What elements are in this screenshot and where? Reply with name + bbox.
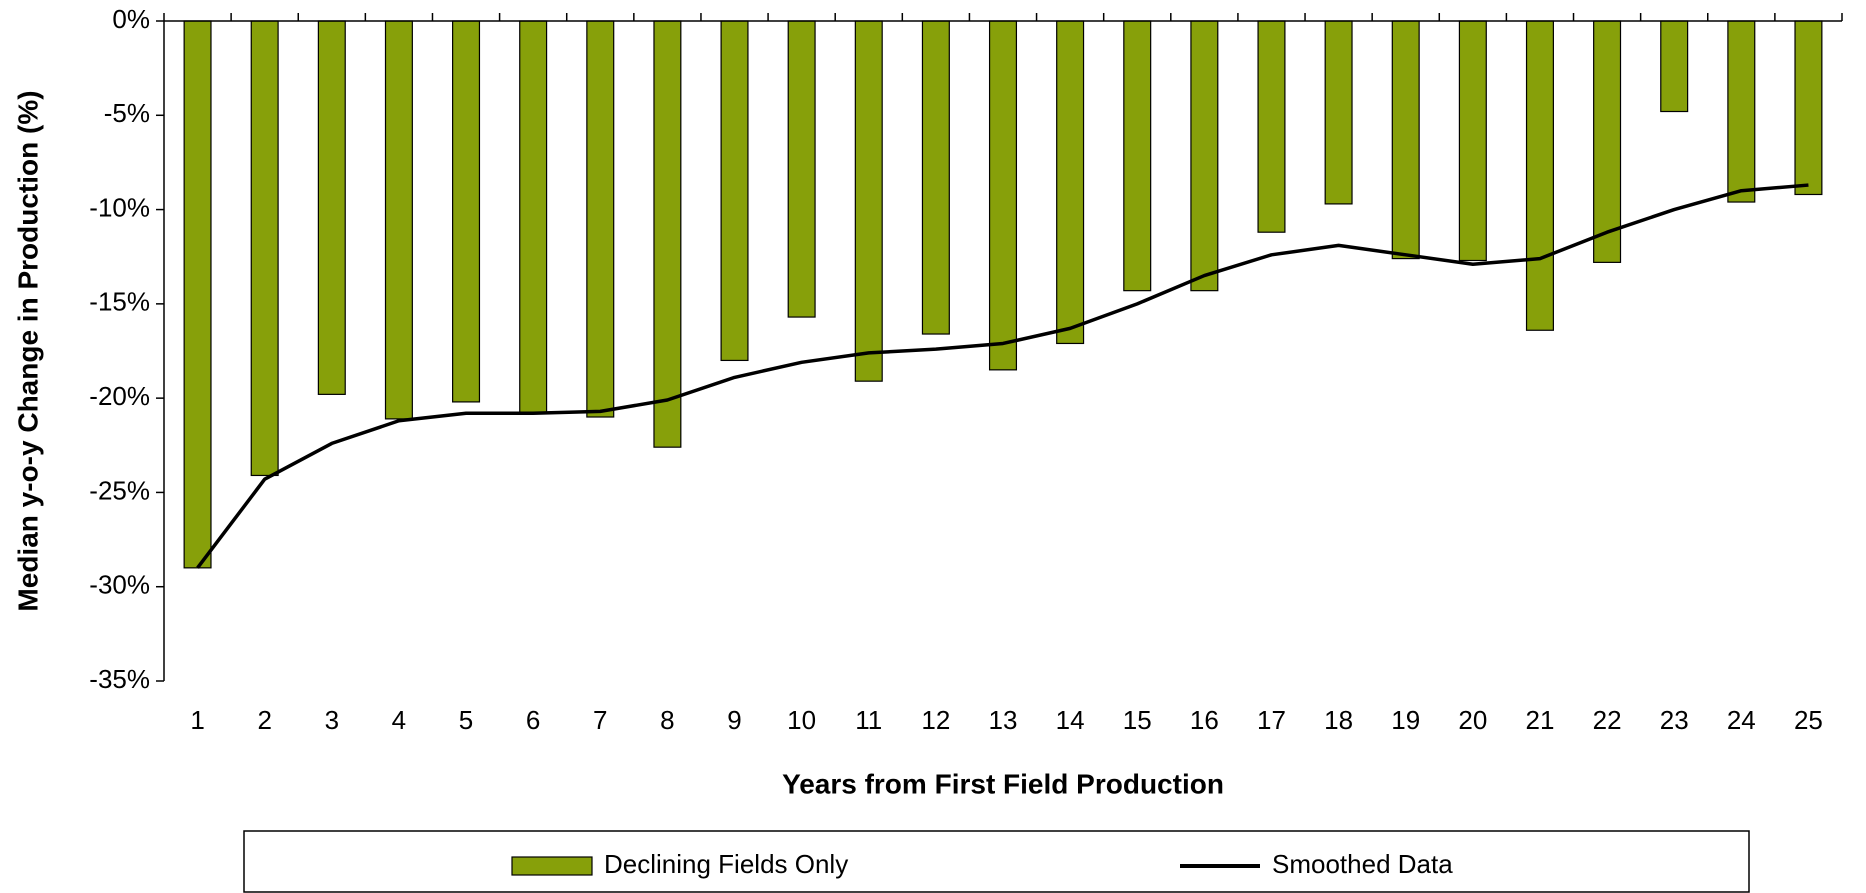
- x-tick-label: 10: [787, 705, 816, 735]
- x-tick-label: 12: [921, 705, 950, 735]
- bar: [720, 20, 749, 362]
- x-tick-label: 9: [727, 705, 741, 735]
- x-tick-label: 7: [593, 705, 607, 735]
- y-tick-label: -20%: [89, 381, 150, 411]
- bar: [921, 20, 950, 335]
- x-tick-label: 1: [190, 705, 204, 735]
- x-tick-label: 18: [1324, 705, 1353, 735]
- bar: [1391, 20, 1420, 260]
- line: [196, 183, 1809, 569]
- legend-box: [243, 830, 1750, 893]
- bar: [519, 20, 548, 414]
- y-tick-label: -25%: [89, 475, 150, 505]
- x-tick-label: 14: [1056, 705, 1085, 735]
- bar: [183, 20, 212, 569]
- bar: [1056, 20, 1085, 345]
- bar: [1190, 20, 1219, 292]
- y-tick-label: 0%: [112, 4, 150, 34]
- x-tick-label: 2: [257, 705, 271, 735]
- y-tick-label: -30%: [89, 570, 150, 600]
- x-tick-label: 21: [1525, 705, 1554, 735]
- bar: [317, 20, 346, 395]
- legend-label: Declining Fields Only: [604, 849, 848, 879]
- bar: [1123, 20, 1152, 292]
- bar: [854, 20, 883, 382]
- bar: [1458, 20, 1487, 262]
- x-tick-label: 20: [1458, 705, 1487, 735]
- bar: [1324, 20, 1353, 205]
- bar: [586, 20, 615, 418]
- legend-label: Smoothed Data: [1272, 849, 1453, 879]
- x-tick-label: 3: [325, 705, 339, 735]
- bar: [787, 20, 816, 318]
- bar: [1593, 20, 1622, 263]
- x-tick-label: 13: [989, 705, 1018, 735]
- legend-swatch: [511, 856, 593, 876]
- x-tick-label: 6: [526, 705, 540, 735]
- bar: [384, 20, 413, 420]
- y-tick-label: -15%: [89, 287, 150, 317]
- x-tick-label: 11: [855, 705, 882, 735]
- x-tick-label: 25: [1794, 705, 1823, 735]
- x-tick-label: 19: [1391, 705, 1420, 735]
- bar: [1794, 20, 1823, 196]
- x-tick-label: 16: [1190, 705, 1219, 735]
- bar: [452, 20, 481, 403]
- bar: [653, 20, 682, 448]
- bar: [988, 20, 1018, 371]
- bar: [1257, 20, 1286, 233]
- x-tick-label: 22: [1593, 705, 1622, 735]
- x-axis-title: Years from First Field Production: [782, 768, 1224, 799]
- bar: [1525, 20, 1554, 331]
- bar: [250, 20, 279, 477]
- x-tick-label: 5: [459, 705, 473, 735]
- x-tick-label: 17: [1257, 705, 1286, 735]
- y-tick-label: -5%: [104, 98, 150, 128]
- y-tick-label: -10%: [89, 192, 150, 222]
- bar: [1727, 20, 1756, 203]
- x-tick-label: 23: [1660, 705, 1689, 735]
- x-tick-label: 8: [660, 705, 674, 735]
- y-axis-title: Median y-o-y Change in Production (%): [12, 90, 43, 611]
- x-tick-label: 4: [392, 705, 406, 735]
- x-tick-label: 15: [1123, 705, 1152, 735]
- x-tick-label: 24: [1727, 705, 1756, 735]
- bar: [1660, 20, 1689, 113]
- y-tick-label: -35%: [89, 664, 150, 694]
